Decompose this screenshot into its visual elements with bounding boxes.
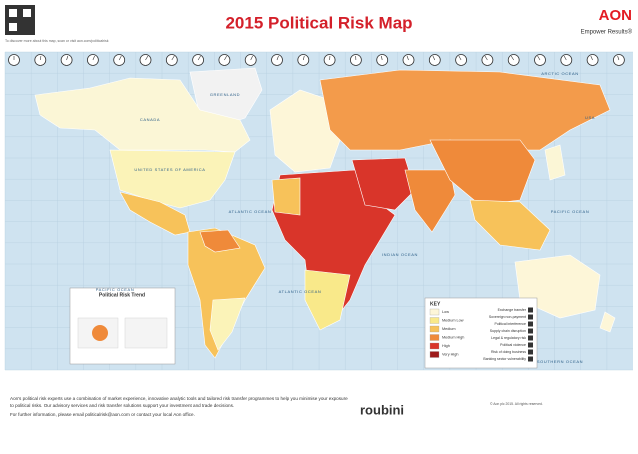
inset-chart	[125, 318, 167, 348]
key-swatch	[430, 326, 439, 332]
key-peril-icon	[528, 357, 533, 362]
map-label: CANADA	[140, 117, 160, 122]
key-level: Medium Low	[442, 319, 464, 323]
tagline: Empower Results®	[581, 29, 633, 36]
qr-caption: To discover more about this map, scan or…	[5, 39, 109, 43]
qr-code	[23, 9, 31, 17]
map-label: ATLANTIC OCEAN	[279, 289, 322, 294]
key-peril-icon	[528, 350, 533, 355]
key-peril-icon	[528, 322, 533, 327]
key-swatch	[430, 335, 439, 341]
map-label: SOUTHERN OCEAN	[537, 359, 583, 364]
key-peril-icon	[528, 308, 533, 313]
key-level: High	[442, 344, 450, 348]
map-label: ARCTIC OCEAN	[541, 71, 578, 76]
key-peril: Risk of doing business	[491, 350, 526, 354]
title: 2015 Political Risk Map	[225, 13, 412, 32]
footer-text: Aon's political risk experts use a combi…	[10, 396, 350, 409]
inset-pie	[92, 325, 108, 341]
key-swatch	[430, 309, 439, 315]
key-peril: Political violence	[500, 343, 526, 347]
qr-code	[9, 9, 17, 17]
key-peril-icon	[528, 336, 533, 341]
footer-contact: For further information, please email po…	[10, 412, 350, 419]
key-peril-icon	[528, 315, 533, 320]
key-peril: Legal & regulatory risk	[491, 336, 526, 340]
brand: AON	[599, 7, 632, 24]
map-label: INDIAN OCEAN	[382, 252, 418, 257]
key-swatch	[430, 352, 439, 358]
copyright: © Aon plc 2015. All rights reserved.	[490, 402, 543, 406]
key-peril-icon	[528, 329, 533, 334]
key-level: Low	[442, 310, 449, 314]
key-peril: Supply chain disruption	[490, 329, 526, 333]
north-west-africa	[272, 178, 300, 215]
map-label: PACIFIC OCEAN	[551, 209, 590, 214]
key-peril-icon	[528, 343, 533, 348]
key-peril: Exchange transfer	[498, 308, 527, 312]
partner-logo: roubini	[360, 402, 404, 417]
map-label: PACIFIC OCEAN	[96, 287, 135, 292]
key-level: Medium High	[442, 336, 464, 340]
map-label: GREENLAND	[210, 92, 240, 97]
key-peril: Sovereign non-payment	[489, 315, 526, 319]
key-peril: Political interference	[494, 322, 526, 326]
key-swatch	[430, 343, 439, 349]
map-label: UNITED STATES OF AMERICA	[134, 167, 205, 172]
inset-title: Political Risk Trend	[99, 292, 145, 298]
key-level: Very High	[442, 353, 458, 357]
key-title: KEY	[430, 301, 441, 307]
key-swatch	[430, 318, 439, 324]
map-label: ATLANTIC OCEAN	[229, 209, 272, 214]
qr-code	[9, 23, 17, 31]
key-level: Medium	[442, 327, 456, 331]
footer-text-box: Aon's political risk experts use a combi…	[10, 396, 350, 444]
map-label: USA	[585, 115, 595, 120]
key-peril: Banking sector vulnerability	[483, 357, 526, 361]
